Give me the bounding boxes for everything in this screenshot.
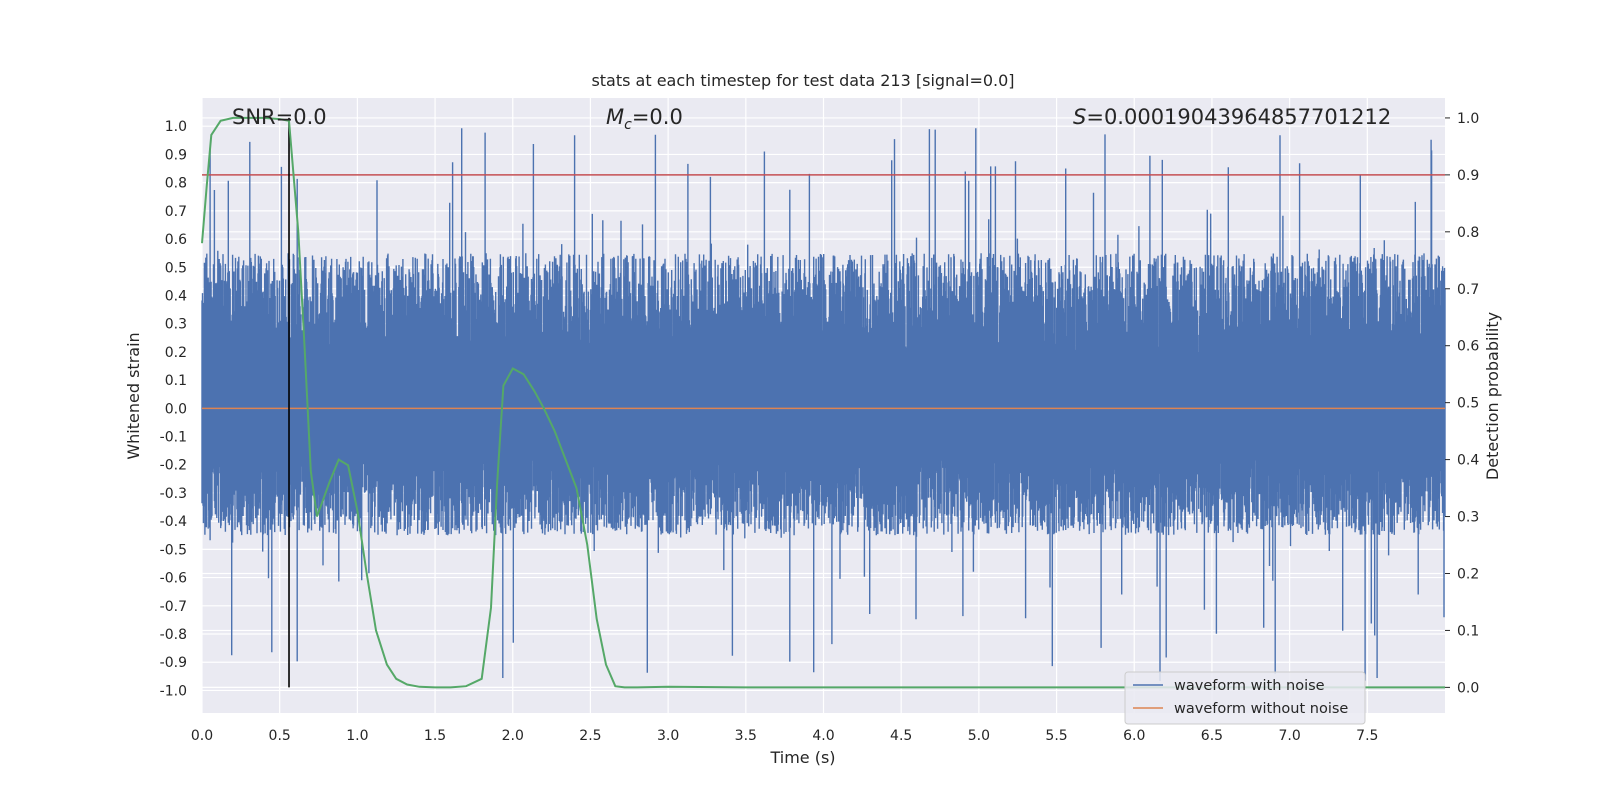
y-left-tick-label-17: -0.7 <box>160 599 187 615</box>
annotation-snr-value: =0.0 <box>276 105 327 129</box>
y-left-tick-label-11: -0.1 <box>160 430 187 446</box>
y-left-tick-label-0: 1.0 <box>165 119 187 135</box>
y-left-tick-label-13: -0.3 <box>160 486 187 502</box>
noise-waveform <box>201 128 1446 681</box>
x-axis-label: Time (s) <box>769 748 835 767</box>
x-tick-label-4: 2.0 <box>502 728 524 744</box>
y-right-tick-label-10: 0.0 <box>1457 680 1479 696</box>
y-right-tick-label-4: 0.6 <box>1457 339 1479 355</box>
chart-title: stats at each timestep for test data 213… <box>591 71 1014 90</box>
legend-entry-noise: waveform with noise <box>1174 678 1325 694</box>
x-tick-label-7: 3.5 <box>735 728 757 744</box>
y-right-tick-label-7: 0.3 <box>1457 510 1479 526</box>
annotation-s: S=0.00019043964857701212 <box>1073 105 1391 129</box>
y-left-tick-label-4: 0.6 <box>165 232 187 248</box>
x-tick-label-11: 5.5 <box>1045 728 1067 744</box>
y-left-tick-label-7: 0.3 <box>165 317 187 333</box>
x-tick-label-9: 4.5 <box>890 728 912 744</box>
y-left-tick-label-10: 0.0 <box>165 401 187 417</box>
right-axis-ticks: 1.0 0.9 0.8 0.7 0.6 0.5 0.4 0.3 0.2 0.1 0.0 <box>1445 111 1479 696</box>
y-left-tick-label-15: -0.5 <box>160 542 187 558</box>
x-tick-label-14: 7.0 <box>1278 728 1300 744</box>
y-left-tick-label-12: -0.2 <box>160 458 187 474</box>
left-axis-ticks: 1.0 0.9 0.8 0.7 0.6 0.5 0.4 0.3 0.2 0.1 0.0 -0.1 -0.… <box>160 119 187 699</box>
x-tick-label-10: 5.0 <box>968 728 990 744</box>
y-right-tick-label-8: 0.2 <box>1457 566 1479 582</box>
y-left-tick-label-18: -0.8 <box>160 627 187 643</box>
probability-curve <box>201 116 1445 689</box>
x-tick-label-5: 2.5 <box>579 728 601 744</box>
legend: waveform with noise waveform without noi… <box>1124 671 1366 725</box>
y-right-tick-label-0: 1.0 <box>1457 111 1479 127</box>
x-tick-label-12: 6.0 <box>1123 728 1145 744</box>
y-left-tick-label-8: 0.2 <box>165 345 187 361</box>
x-tick-label-8: 4.0 <box>812 728 834 744</box>
y-left-tick-label-20: -1.0 <box>160 683 187 699</box>
y-right-tick-label-3: 0.7 <box>1457 282 1479 298</box>
annotation-mc: Mc=0.0 <box>606 105 683 133</box>
annotation-mc-sub: c <box>624 117 632 133</box>
legend-box <box>1124 671 1366 725</box>
y-right-tick-label-9: 0.1 <box>1457 623 1479 639</box>
noise-trace <box>201 128 1446 681</box>
y-left-tick-label-9: 0.1 <box>165 373 187 389</box>
svg-text:S=0.00019043964857701212: S=0.00019043964857701212 <box>1073 105 1391 129</box>
y-left-tick-label-1: 0.9 <box>165 147 187 163</box>
y-right-tick-label-5: 0.5 <box>1457 396 1479 412</box>
annotation-snr-label: SNR <box>232 105 276 129</box>
x-tick-label-1: 0.5 <box>269 728 291 744</box>
right-axis-label: Detection probability <box>1483 312 1502 480</box>
x-tick-label-15: 7.5 <box>1356 728 1378 744</box>
svg-text:SNR=0.0: SNR=0.0 <box>232 105 327 129</box>
annotation-s-label: S <box>1073 105 1086 129</box>
y-left-tick-label-6: 0.4 <box>165 288 187 304</box>
left-axis-label: Whitened strain <box>124 332 143 459</box>
y-left-tick-label-14: -0.4 <box>160 514 187 530</box>
x-tick-label-3: 1.5 <box>424 728 446 744</box>
x-tick-label-6: 3.0 <box>657 728 679 744</box>
annotation-snr: SNR=0.0 <box>232 105 327 129</box>
y-left-tick-label-19: -0.9 <box>160 655 187 671</box>
y-right-tick-label-6: 0.4 <box>1457 453 1479 469</box>
y-left-tick-label-2: 0.8 <box>165 176 187 192</box>
annotation-mc-label: M <box>606 105 624 129</box>
x-axis-ticks: 0.0 0.5 1.0 1.5 2.0 2.5 3.0 3.5 4.0 4.5 5.0 5.5 6.0 6… <box>191 728 1379 744</box>
overlays <box>201 116 1445 689</box>
x-tick-label-2: 1.0 <box>346 728 368 744</box>
svg-text:Mc=0.0: Mc=0.0 <box>606 105 683 133</box>
annotation-mc-value: =0.0 <box>632 105 683 129</box>
y-left-tick-label-16: -0.6 <box>160 571 187 587</box>
x-tick-label-0: 0.0 <box>191 728 213 744</box>
x-tick-label-13: 6.5 <box>1201 728 1223 744</box>
y-right-tick-label-2: 0.8 <box>1457 225 1479 241</box>
y-left-tick-label-3: 0.7 <box>165 204 187 220</box>
annotation-s-value: =0.00019043964857701212 <box>1086 105 1391 129</box>
legend-entry-clean: waveform without noise <box>1174 701 1348 717</box>
y-left-tick-label-5: 0.5 <box>165 260 187 276</box>
y-right-tick-label-1: 0.9 <box>1457 168 1479 184</box>
